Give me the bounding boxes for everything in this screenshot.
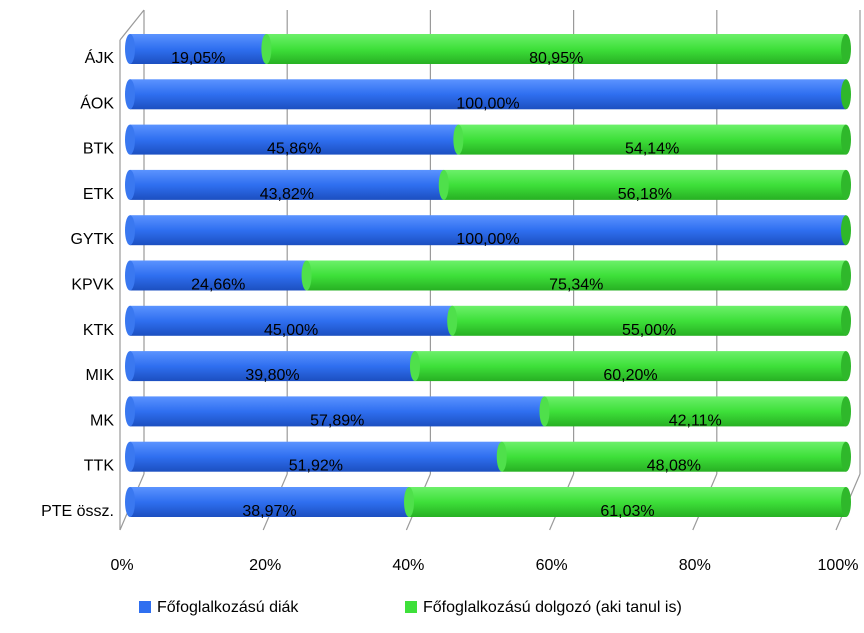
data-labels: 19,05% 80,95% 100,00% 45,86% 54,14% 43,82% 56,… (171, 50, 722, 520)
bars (125, 34, 851, 517)
x-tick-label: 40% (392, 557, 424, 574)
bar-joint (539, 396, 550, 427)
category-label: GYTK (70, 231, 114, 248)
bar-cap-right (841, 305, 851, 336)
x-tick-label: 100% (818, 557, 859, 574)
bar-joint (261, 34, 272, 64)
bar-cap-right (841, 396, 851, 427)
bar-cap-left (125, 215, 135, 246)
data-label-dolgozo: 61,03% (600, 503, 654, 520)
data-label-dolgozo: 48,08% (647, 458, 701, 475)
bar-cap-right (841, 79, 851, 110)
category-label: KTK (83, 322, 114, 339)
bar-diak (130, 215, 846, 246)
category-label: PTE össz. (41, 503, 114, 520)
bar-dolgozo (306, 260, 846, 291)
bar-diak (130, 351, 415, 382)
data-label-diak: 45,86% (267, 141, 321, 158)
category-label: KPVK (71, 277, 114, 294)
data-label-dolgozo: 42,11% (669, 412, 722, 429)
data-label-diak: 57,89% (310, 412, 364, 429)
bar-dolgozo (266, 34, 846, 64)
bar-cap-left (125, 34, 135, 64)
bar-joint (404, 487, 415, 517)
data-label-dolgozo: 60,20% (603, 367, 657, 384)
data-label-dolgozo: 56,18% (618, 186, 672, 203)
bar-cap-right (841, 351, 851, 382)
bar-dolgozo (501, 441, 846, 472)
bar-diak (130, 260, 307, 291)
bar-diak (130, 79, 846, 110)
bar-cap-left (125, 124, 135, 155)
bar-cap-right (841, 260, 851, 291)
data-label-diak: 45,00% (264, 322, 318, 339)
bar-cap-right (841, 441, 851, 472)
data-label-dolgozo: 80,95% (529, 50, 583, 67)
x-tick-label: 0% (110, 557, 133, 574)
bar-dolgozo (452, 305, 846, 336)
bar-cap-left (125, 169, 135, 200)
bar-diak (130, 487, 410, 517)
category-label: MIK (86, 367, 115, 384)
bar-cap-right (841, 169, 851, 200)
bar-diak (130, 124, 459, 155)
category-label: TTK (84, 458, 115, 475)
legend: Főfoglalkozású diák Főfoglalkozású dolgoz… (139, 599, 682, 616)
bar-cap-right (841, 487, 851, 517)
legend-label-dolgozo: Főfoglalkozású dolgozó (aki tanul is) (423, 599, 682, 616)
axes: 0% 20% 40% 60% 80% 100% ÁJK ÁOK BTK ETK GYTK KPVK KT… (41, 9, 859, 574)
bar-diak (130, 34, 267, 64)
bar-diak (130, 396, 545, 427)
bar-cap-left (125, 487, 135, 517)
data-label-diak: 100,00% (456, 231, 519, 248)
data-label-diak: 19,05% (171, 50, 225, 67)
bar-diak (130, 441, 502, 472)
data-label-diak: 43,82% (260, 186, 314, 203)
bar-cap-left (125, 396, 135, 427)
data-label-dolgozo: 75,34% (549, 277, 603, 294)
bar-cap-left (125, 441, 135, 472)
data-label-diak: 39,80% (245, 367, 299, 384)
x-tick-label: 60% (536, 557, 568, 574)
side-wall-top (119, 9, 145, 41)
data-label-dolgozo: 55,00% (622, 322, 676, 339)
category-label: ÁOK (80, 93, 114, 112)
bar-cap-right (841, 124, 851, 155)
data-label-diak: 24,66% (191, 277, 245, 294)
data-label-diak: 51,92% (289, 458, 343, 475)
bar-cap-left (125, 305, 135, 336)
data-label-diak: 38,97% (242, 503, 296, 520)
category-label: BTK (83, 141, 114, 158)
data-label-dolgozo: 54,14% (625, 141, 679, 158)
bar-cap-right (841, 34, 851, 64)
legend-swatch-dolgozo (405, 601, 417, 613)
bar-dolgozo (544, 396, 846, 427)
bar-dolgozo (409, 487, 846, 517)
bar-cap-left (125, 260, 135, 291)
bar-cap-left (125, 351, 135, 382)
category-label: ÁJK (85, 48, 115, 67)
bar-cap-left (125, 79, 135, 110)
category-label: ETK (83, 186, 114, 203)
bar-joint (453, 124, 464, 155)
category-label: MK (90, 412, 114, 429)
data-label-diak: 100,00% (456, 95, 519, 112)
bar-dolgozo (458, 124, 846, 155)
bar-dolgozo (443, 169, 846, 200)
bar-dolgozo (414, 351, 846, 382)
bar-diak (130, 169, 444, 200)
bar-diak (130, 305, 453, 336)
bar-cap-right (841, 215, 851, 246)
x-tick-label: 80% (679, 557, 711, 574)
bar-joint (409, 351, 420, 382)
legend-swatch-diak (139, 601, 151, 613)
legend-label-diak: Főfoglalkozású diák (157, 599, 299, 616)
bar-joint (447, 305, 458, 336)
bar-joint (301, 260, 312, 291)
bar-joint (438, 169, 449, 200)
bar-joint (496, 441, 507, 472)
x-tick-label: 20% (249, 557, 281, 574)
